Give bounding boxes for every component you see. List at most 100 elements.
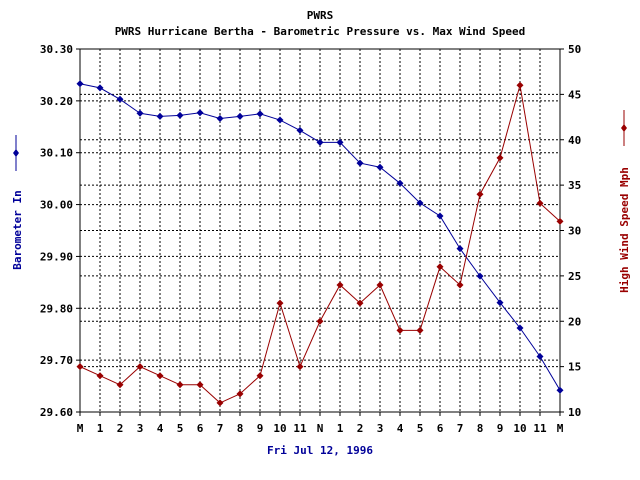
- x-tick-label: 7: [457, 422, 464, 435]
- left-axis-ticks: 30.30 30.20 30.10 30.00 29.90 29.80 29.70 29.60: [40, 43, 80, 419]
- left-tick-label: 30.20: [40, 95, 73, 108]
- data-point: [336, 138, 344, 146]
- data-point: [276, 299, 284, 307]
- left-tick-label: 29.90: [40, 250, 73, 263]
- data-point: [176, 111, 184, 119]
- data-point: [436, 263, 444, 271]
- data-point: [216, 114, 224, 122]
- x-tick-label: 3: [137, 422, 144, 435]
- left-tick-label: 30.10: [40, 147, 73, 160]
- data-point: [156, 372, 164, 380]
- data-point: [456, 281, 464, 289]
- right-tick-label: 20: [568, 315, 581, 328]
- left-legend-marker: [13, 149, 19, 157]
- x-tick-label: 4: [397, 422, 404, 435]
- x-tick-label: 6: [437, 422, 444, 435]
- right-tick-label: 50: [568, 43, 581, 56]
- x-tick-label: 4: [157, 422, 164, 435]
- left-tick-label: 30.30: [40, 43, 73, 56]
- x-tick-label: 10: [273, 422, 286, 435]
- chart-subtitle: PWRS Hurricane Bertha - Barometric Press…: [115, 25, 526, 38]
- data-point: [336, 281, 344, 289]
- x-tick-label: 7: [217, 422, 224, 435]
- data-point: [356, 299, 364, 307]
- x-tick-label: 1: [337, 422, 344, 435]
- data-point: [516, 81, 524, 89]
- data-point: [396, 326, 404, 334]
- data-point: [76, 363, 84, 371]
- x-tick-label: 8: [477, 422, 484, 435]
- data-point: [536, 353, 544, 361]
- data-point: [216, 399, 224, 407]
- data-point: [96, 372, 104, 380]
- right-axis-label: High Wind Speed Mph: [618, 167, 631, 293]
- series-line: [79, 85, 561, 404]
- right-tick-label: 25: [568, 270, 581, 283]
- data-point: [316, 317, 324, 325]
- data-point: [276, 116, 284, 124]
- data-point: [416, 199, 424, 207]
- data-point: [496, 299, 504, 307]
- data-point: [196, 109, 204, 117]
- data-point: [376, 163, 384, 171]
- data-point: [136, 363, 144, 371]
- data-point: [556, 386, 564, 394]
- chart-title: PWRS: [307, 9, 334, 22]
- data-point: [376, 281, 384, 289]
- x-axis-label: Fri Jul 12, 1996: [267, 444, 373, 457]
- right-legend-marker: [621, 124, 627, 132]
- x-axis-ticks: M 1 2 3 4 5 6 7 8 9 10 11 N 1 2 3 4 5 6 7 8 9 10 11 M: [77, 412, 564, 435]
- data-point: [396, 179, 404, 187]
- right-tick-label: 45: [568, 88, 581, 101]
- data-point: [296, 363, 304, 371]
- barometer-series: [76, 80, 564, 394]
- right-axis-ticks: 50 45 40 35 30 25 20 15 10: [560, 43, 581, 419]
- data-point: [456, 245, 464, 253]
- data-point: [416, 326, 424, 334]
- data-point: [436, 212, 444, 220]
- data-point: [236, 112, 244, 120]
- gridlines: [80, 49, 560, 412]
- data-point: [176, 381, 184, 389]
- data-point: [116, 95, 124, 103]
- data-point: [156, 112, 164, 120]
- series-layer: [76, 80, 564, 407]
- x-tick-label: 9: [257, 422, 264, 435]
- right-axis-legend: High Wind Speed Mph: [618, 110, 631, 293]
- right-tick-label: 30: [568, 225, 581, 238]
- x-tick-label: N: [317, 422, 324, 435]
- left-tick-label: 29.70: [40, 354, 73, 367]
- x-tick-label: 8: [237, 422, 244, 435]
- right-tick-label: 35: [568, 179, 581, 192]
- left-axis-label: Barometer In: [11, 190, 24, 269]
- data-point: [116, 381, 124, 389]
- data-point: [476, 272, 484, 280]
- left-tick-label: 30.00: [40, 199, 73, 212]
- x-tick-label: 3: [377, 422, 384, 435]
- x-tick-label: 2: [117, 422, 124, 435]
- data-point: [496, 154, 504, 162]
- x-tick-label: 6: [197, 422, 204, 435]
- right-tick-label: 10: [568, 406, 581, 419]
- x-tick-label: 11: [533, 422, 547, 435]
- x-tick-label: M: [77, 422, 84, 435]
- x-tick-label: 10: [513, 422, 526, 435]
- x-tick-label: M: [557, 422, 564, 435]
- data-point: [76, 80, 84, 88]
- x-tick-label: 5: [417, 422, 424, 435]
- data-point: [136, 109, 144, 117]
- x-tick-label: 1: [97, 422, 104, 435]
- right-tick-label: 15: [568, 361, 581, 374]
- data-point: [256, 110, 264, 118]
- right-tick-label: 40: [568, 134, 581, 147]
- x-tick-label: 9: [497, 422, 504, 435]
- left-tick-label: 29.80: [40, 302, 73, 315]
- x-tick-label: 2: [357, 422, 364, 435]
- x-tick-label: 11: [293, 422, 307, 435]
- data-point: [96, 84, 104, 92]
- data-point: [356, 159, 364, 167]
- left-tick-label: 29.60: [40, 406, 73, 419]
- x-tick-label: 5: [177, 422, 184, 435]
- data-point: [516, 324, 524, 332]
